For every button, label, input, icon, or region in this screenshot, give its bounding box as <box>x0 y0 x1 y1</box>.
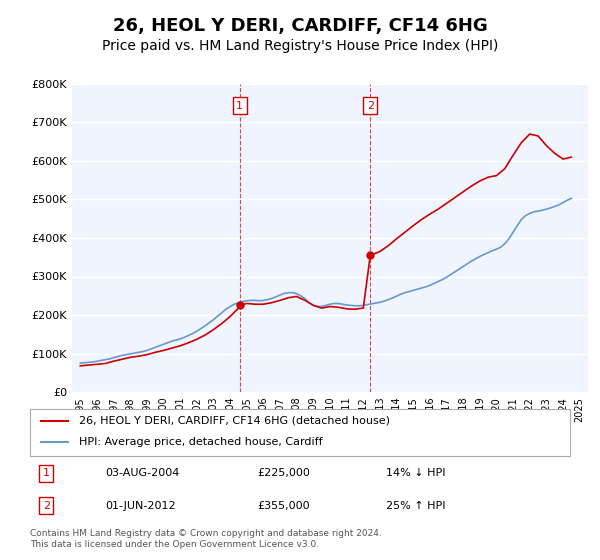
Text: Price paid vs. HM Land Registry's House Price Index (HPI): Price paid vs. HM Land Registry's House … <box>102 39 498 53</box>
Text: HPI: Average price, detached house, Cardiff: HPI: Average price, detached house, Card… <box>79 437 322 447</box>
Text: £225,000: £225,000 <box>257 468 310 478</box>
Text: 2: 2 <box>43 501 50 511</box>
Text: £355,000: £355,000 <box>257 501 310 511</box>
Text: 1: 1 <box>43 468 50 478</box>
Text: 2: 2 <box>367 101 374 110</box>
Text: 26, HEOL Y DERI, CARDIFF, CF14 6HG (detached house): 26, HEOL Y DERI, CARDIFF, CF14 6HG (deta… <box>79 416 389 426</box>
Text: 26, HEOL Y DERI, CARDIFF, CF14 6HG: 26, HEOL Y DERI, CARDIFF, CF14 6HG <box>113 17 487 35</box>
Text: 03-AUG-2004: 03-AUG-2004 <box>106 468 180 478</box>
Text: 1: 1 <box>236 101 243 110</box>
Text: Contains HM Land Registry data © Crown copyright and database right 2024.
This d: Contains HM Land Registry data © Crown c… <box>30 529 382 549</box>
Text: 25% ↑ HPI: 25% ↑ HPI <box>386 501 446 511</box>
Text: 01-JUN-2012: 01-JUN-2012 <box>106 501 176 511</box>
Text: 14% ↓ HPI: 14% ↓ HPI <box>386 468 446 478</box>
